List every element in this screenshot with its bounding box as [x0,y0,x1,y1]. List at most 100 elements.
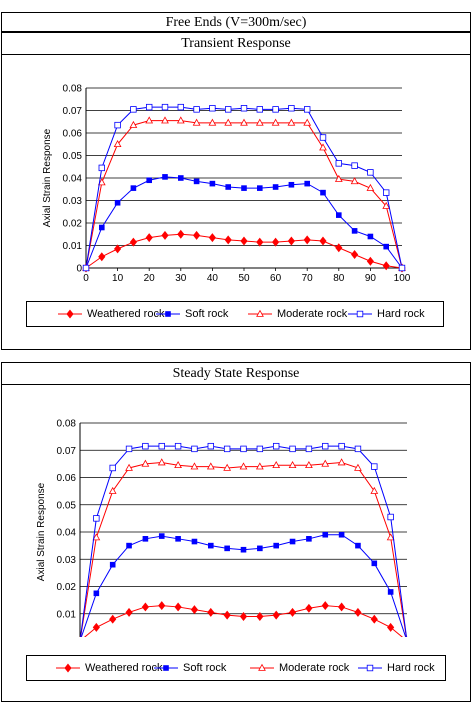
legend-swatch [154,665,178,671]
data-point [130,106,137,113]
data-point [367,169,374,176]
legend-marker [64,663,72,673]
y-tick-label: 0.06 [57,473,77,484]
y-tick-label: 0.03 [63,196,83,207]
data-point [190,462,199,470]
data-point [161,103,169,111]
y-tick-label: 0.08 [63,84,83,95]
data-point [319,236,327,246]
legend-label: Weathered rock [85,662,163,674]
data-point [321,601,329,611]
transient-response-panel: Transient Response 0 0.01 0.02 0.03 0.04 0.05… [1,32,471,350]
data-point [240,236,248,246]
legend-item: Soft rock [155,302,228,326]
data-point [141,602,149,612]
data-point [370,614,378,624]
series-moderate-rock [79,458,408,637]
data-point [177,229,185,239]
legend-swatch [348,310,372,318]
data-point [289,538,296,545]
data-point [256,106,263,113]
data-point [209,180,216,187]
data-point [371,560,378,567]
y-tick-label: 0.04 [63,174,83,185]
data-point [337,458,346,466]
legend-item: Hard rock [347,302,425,326]
y-tick-label: 0.06 [63,129,83,140]
y-tick-label: 0.05 [57,500,77,511]
y-axis-label: Axial Strain Response [42,128,53,227]
data-point [130,185,137,191]
data-point [240,546,247,553]
figure-header: Free Ends (V=300m/sec) [1,12,471,32]
series-moderate-rock [82,116,406,271]
data-point [240,105,248,112]
data-point [306,536,312,542]
y-tick-label: 0.05 [63,151,83,162]
data-point [145,116,154,124]
data-point [382,189,390,196]
data-point [224,235,232,245]
data-point [208,542,214,549]
y-tick-label: 0 [76,264,82,275]
data-point [146,177,152,184]
data-point [305,461,313,469]
data-point [303,235,311,245]
y-tick-label: 0.04 [57,528,77,539]
legend-marker [66,309,74,319]
data-point [387,622,395,632]
data-point [190,605,199,615]
data-point [319,143,327,151]
series-soft-rock [80,531,407,637]
data-point [289,445,296,453]
data-point [322,442,329,450]
data-point [224,106,232,113]
data-point [241,185,247,191]
data-point [125,607,133,617]
data-point [192,118,201,126]
data-point [109,561,116,568]
legend-label: Soft rock [185,308,229,320]
data-point [109,614,117,624]
data-point [239,611,248,621]
data-point [97,178,106,186]
data-point [354,445,362,453]
legend-label: Moderate rock [279,662,350,674]
data-point [191,445,198,453]
data-point [99,224,105,231]
data-point [109,464,116,472]
data-point [398,264,406,272]
data-point [161,230,169,240]
data-point [335,243,343,253]
data-point [354,463,362,471]
data-point [272,610,280,620]
x-tick-label: 80 [333,273,345,284]
legend-label: Hard rock [387,662,435,674]
data-point [366,256,374,266]
data-point [176,116,185,124]
x-tick-label: 50 [238,273,250,284]
data-point [321,459,330,467]
data-point [320,189,326,196]
data-point [240,118,248,126]
y-tick-label: 0.02 [63,219,83,230]
data-point [145,233,153,243]
data-point [129,120,138,128]
data-point [335,160,342,167]
data-point [98,164,105,172]
data-point [193,230,201,240]
data-point [288,105,295,112]
data-point [114,121,121,129]
data-point [93,590,100,597]
data-point [272,184,279,190]
data-point [224,118,233,126]
data-point [223,463,232,471]
legend-label: Hard rock [377,308,425,320]
data-point [174,461,182,469]
data-point [193,106,200,113]
legend-marker [163,665,169,671]
legend-swatch [250,663,274,671]
data-point [319,134,327,141]
data-point [351,228,358,234]
figure-title: Free Ends (V=300m/sec) [165,15,307,30]
